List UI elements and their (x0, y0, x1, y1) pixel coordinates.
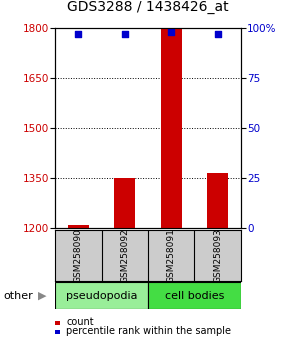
Text: GSM258090: GSM258090 (74, 228, 83, 283)
Text: GSM258092: GSM258092 (120, 228, 129, 283)
Point (169, 29, 173, 35)
Text: pseudopodia: pseudopodia (66, 291, 137, 301)
Bar (148, 282, 241, 309)
Text: count: count (66, 318, 94, 327)
Text: GDS3288 / 1438426_at: GDS3288 / 1438426_at (67, 0, 229, 14)
Text: ▶: ▶ (38, 291, 46, 301)
Point (215, 32, 220, 37)
Text: GSM258091: GSM258091 (166, 228, 176, 283)
Point (122, 32, 127, 37)
Bar (68, 225, 89, 228)
Bar (114, 178, 135, 228)
Text: cell bodies: cell bodies (165, 291, 224, 301)
Text: GSM258093: GSM258093 (213, 228, 222, 283)
Text: other: other (3, 291, 33, 301)
Bar (207, 173, 228, 228)
Bar (55, 282, 148, 309)
Point (76, 32, 81, 37)
Bar (161, 28, 182, 228)
Text: percentile rank within the sample: percentile rank within the sample (66, 326, 231, 336)
